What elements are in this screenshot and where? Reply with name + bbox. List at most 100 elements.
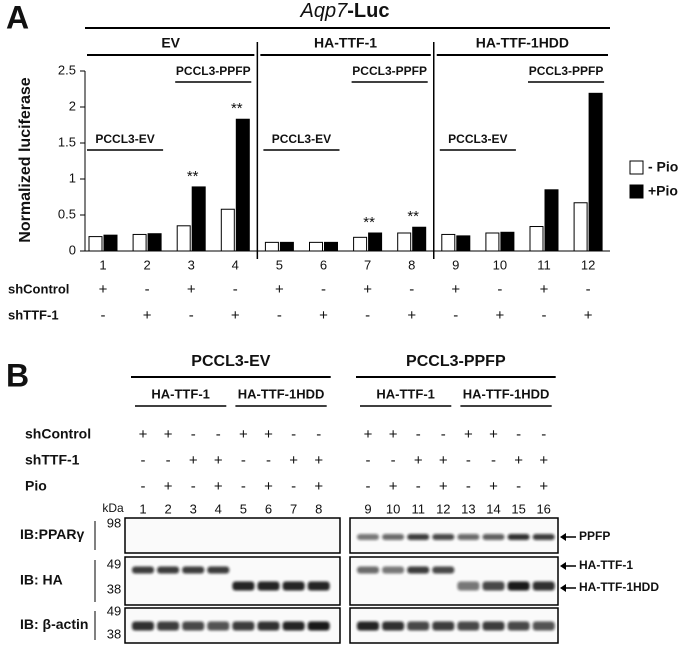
sign: - — [416, 426, 421, 443]
sign: + — [584, 307, 593, 324]
kda-label: kDa — [102, 501, 124, 515]
bar — [485, 232, 500, 252]
sign: + — [514, 452, 523, 469]
x-tick-label: 5 — [276, 257, 283, 272]
x-tick-label: 9 — [452, 257, 459, 272]
row-label: IB: HA — [20, 572, 63, 588]
sign: + — [407, 307, 416, 324]
band — [532, 581, 555, 591]
row-label: IB: β-actin — [20, 616, 88, 632]
lane-number: 6 — [265, 501, 272, 516]
panel-letter: B — [6, 357, 29, 393]
band — [457, 534, 480, 540]
construct-label: HA-TTF-1 — [376, 386, 435, 401]
subgroup-label: PCCL3-EV — [95, 132, 154, 146]
sign: + — [539, 478, 548, 495]
bar — [88, 236, 103, 252]
title-part: -Luc — [347, 0, 389, 22]
band — [407, 534, 430, 540]
chart-title: Aqp7-Luc — [300, 0, 390, 22]
bar — [544, 189, 559, 252]
sign: - — [321, 281, 326, 298]
x-tick-label: 7 — [364, 257, 371, 272]
row-label: IB:PPARγ — [20, 526, 85, 542]
band — [482, 621, 505, 631]
condition-label: shControl — [25, 426, 91, 442]
band — [207, 566, 230, 574]
sign: - — [516, 478, 521, 495]
panel-letter: A — [6, 0, 29, 35]
lane-number: 2 — [164, 501, 171, 516]
sign: + — [164, 426, 173, 443]
sign: + — [439, 478, 448, 495]
x-tick-label: 3 — [188, 257, 195, 272]
sign: + — [231, 307, 240, 324]
mw-marker: 49 — [107, 556, 121, 571]
mw-marker: 38 — [107, 581, 121, 596]
sign: + — [389, 426, 398, 443]
band — [282, 581, 305, 591]
sign: - — [366, 478, 371, 495]
band-label: PPFP — [579, 529, 610, 543]
band — [432, 566, 455, 574]
band — [357, 566, 379, 574]
sign: + — [496, 307, 505, 324]
y-tick-label: 1 — [69, 170, 76, 185]
construct-label: HA-TTF-1HDD — [463, 386, 550, 401]
group-label: HA-TTF-1 — [314, 35, 377, 51]
x-tick-label: 8 — [408, 257, 415, 272]
sign: - — [516, 426, 521, 443]
row-label: shTTF-1 — [8, 307, 59, 322]
lane-number: 15 — [511, 501, 525, 516]
sign: - — [416, 478, 421, 495]
arrow-head — [560, 584, 566, 592]
band — [482, 581, 505, 591]
bar — [353, 236, 368, 252]
y-axis-label: Normalized luciferase — [17, 77, 34, 243]
sign: - — [189, 307, 194, 324]
lane-number: 12 — [436, 501, 450, 516]
x-tick-label: 12 — [581, 257, 595, 272]
band — [507, 534, 530, 540]
band — [132, 621, 154, 631]
y-tick-label: 2 — [69, 98, 76, 113]
band — [232, 581, 255, 591]
sign: + — [540, 281, 549, 298]
sign: + — [314, 478, 323, 495]
sign: - — [141, 478, 146, 495]
bar — [235, 118, 250, 252]
bar — [132, 233, 147, 252]
subgroup-label: PCCL3-PPFP — [352, 64, 427, 78]
subgroup-label: PCCL3-PPFP — [176, 64, 251, 78]
sign: - — [541, 426, 546, 443]
bar — [220, 208, 235, 252]
row-label: shControl — [8, 281, 69, 296]
bar — [309, 241, 323, 252]
significance-label: ** — [363, 214, 375, 231]
sign: - — [441, 426, 446, 443]
sign: - — [542, 307, 547, 324]
cell-line-label: PCCL3-PPFP — [406, 353, 506, 370]
sign: + — [187, 281, 196, 298]
bar — [191, 186, 206, 252]
sign: + — [439, 452, 448, 469]
lane-number: 10 — [386, 501, 400, 516]
sign: + — [189, 452, 198, 469]
bar — [441, 233, 456, 252]
band — [157, 621, 180, 631]
band-label: HA-TTF-1 — [579, 558, 633, 572]
band — [407, 621, 430, 631]
lane-number: 1 — [139, 501, 146, 516]
sign: + — [414, 452, 423, 469]
sign: - — [216, 426, 221, 443]
lane-number: 8 — [315, 501, 322, 516]
sign: - — [291, 478, 296, 495]
bar — [368, 232, 383, 252]
x-tick-label: 1 — [99, 257, 106, 272]
sign: - — [191, 478, 196, 495]
sign: - — [241, 452, 246, 469]
sign: - — [316, 426, 321, 443]
condition-label: shTTF-1 — [25, 452, 80, 468]
x-tick-label: 4 — [232, 257, 239, 272]
x-tick-label: 10 — [493, 257, 507, 272]
